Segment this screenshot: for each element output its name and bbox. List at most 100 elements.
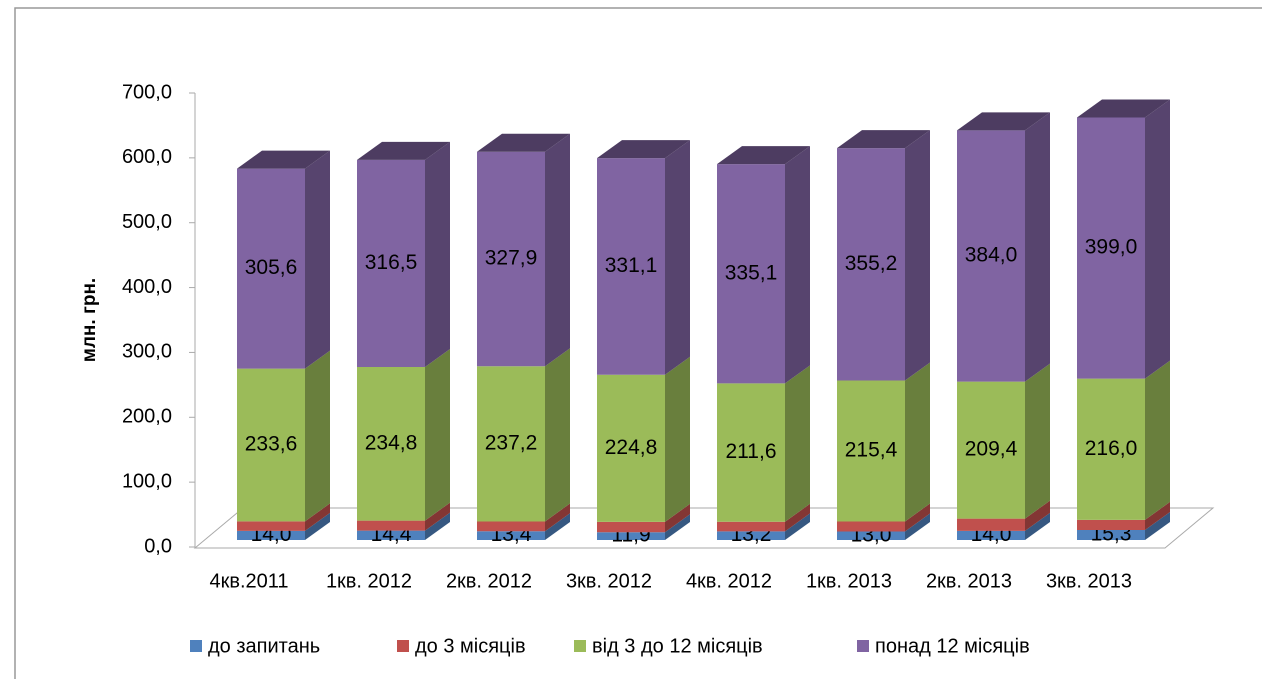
bar-face	[785, 146, 810, 384]
bar-segment	[837, 513, 930, 540]
bar-face	[717, 164, 785, 384]
data-label: 331,1	[605, 254, 658, 277]
bar-face	[597, 532, 665, 540]
y-tick-label: 600,0	[122, 146, 172, 168]
bar-segment	[837, 503, 930, 532]
bar-segment	[357, 348, 450, 521]
bar-segment	[1077, 99, 1170, 379]
bar-face	[957, 112, 1050, 131]
bar-face	[785, 503, 810, 532]
bar-face	[1077, 529, 1145, 540]
bar-face	[237, 168, 305, 369]
bar-face	[717, 531, 785, 540]
data-label: 216,0	[1085, 437, 1138, 460]
bar-face	[1077, 519, 1145, 530]
data-label: 399,0	[1085, 236, 1138, 259]
data-label: 211,6	[726, 440, 777, 463]
bar-segment	[1077, 511, 1170, 540]
bar-face	[357, 159, 425, 367]
bar-face	[357, 520, 425, 531]
bar-segment	[477, 133, 570, 367]
y-tick-label: 0,0	[144, 535, 172, 557]
bar-face	[905, 503, 930, 532]
bar-face	[425, 141, 450, 367]
bar-segment	[237, 503, 330, 531]
bar-segment	[1077, 360, 1170, 520]
bar-face	[477, 366, 545, 522]
data-label: 335,1	[725, 261, 778, 284]
x-tick-label: 2кв. 2012	[446, 570, 532, 592]
y-tick-label: 400,0	[122, 276, 172, 298]
bar-face	[545, 513, 570, 540]
legend-swatch	[397, 640, 409, 652]
bar-face	[477, 521, 545, 532]
legend-swatch	[857, 640, 869, 652]
bar-face	[1145, 360, 1170, 520]
x-tick-label: 1кв. 2013	[806, 570, 892, 592]
bar-segment	[237, 350, 330, 522]
data-label: 237,2	[485, 431, 538, 454]
bar-face	[545, 503, 570, 532]
legend-label: понад 12 місяців	[875, 635, 1030, 657]
bar-segment	[717, 503, 810, 532]
bar-face	[1145, 501, 1170, 530]
bar-face	[1145, 511, 1170, 540]
bar-segment	[477, 503, 570, 532]
legend-label: до запитань	[208, 635, 320, 657]
bar-face	[237, 150, 330, 169]
bar-face	[1077, 99, 1170, 118]
bar-face	[305, 503, 330, 531]
legend-swatch	[190, 640, 202, 652]
bar-face	[717, 383, 785, 522]
x-tick-label: 3кв. 2013	[1046, 570, 1132, 592]
bar-face	[785, 365, 810, 522]
data-label: 233,6	[245, 433, 298, 456]
bar-face	[665, 503, 690, 533]
bar-face	[837, 531, 905, 540]
bar-face	[597, 140, 690, 159]
data-label: 316,5	[365, 251, 418, 274]
bar-segment	[357, 141, 450, 367]
bar-face	[957, 518, 1025, 531]
y-tick-label: 200,0	[122, 406, 172, 428]
bar-face	[1145, 99, 1170, 379]
bar-face	[597, 521, 665, 533]
bar-face	[237, 368, 305, 522]
bar-segment	[477, 348, 570, 522]
floor	[193, 507, 1215, 549]
data-label: 234,8	[365, 431, 418, 454]
x-tick-label: 1кв. 2012	[326, 570, 412, 592]
bar-face	[425, 348, 450, 521]
frame	[14, 7, 1262, 679]
bar-face	[1025, 512, 1050, 540]
bar-face	[477, 133, 570, 152]
data-label: 305,6	[245, 256, 298, 279]
bar-face	[425, 512, 450, 540]
bar-face	[837, 130, 930, 149]
bar-face	[237, 530, 305, 540]
bar-face	[717, 521, 785, 532]
bar-segment	[957, 363, 1050, 519]
legend-label: до 3 місяців	[415, 635, 526, 657]
bar-face	[1077, 117, 1145, 379]
bar-face	[545, 348, 570, 522]
bar-segment	[837, 362, 930, 522]
bar-face	[357, 366, 425, 521]
legend-swatch	[574, 640, 586, 652]
bar-segment	[717, 365, 810, 522]
legend-label: від 3 до 12 місяців	[592, 635, 763, 657]
bar-segment	[237, 150, 330, 369]
bar-face	[785, 513, 810, 540]
data-label: 215,4	[845, 439, 898, 462]
bar-face	[905, 362, 930, 522]
bar-segment	[1077, 501, 1170, 530]
bar-face	[1077, 378, 1145, 520]
x-tick-label: 4кв.2011	[209, 570, 288, 592]
bar-segment	[597, 514, 690, 540]
bar-face	[957, 381, 1025, 519]
bar-face	[425, 502, 450, 531]
x-tick-label: 2кв. 2013	[926, 570, 1012, 592]
bar-segment	[957, 112, 1050, 382]
bar-segment	[357, 502, 450, 531]
x-tick-label: 3кв. 2012	[566, 570, 652, 592]
